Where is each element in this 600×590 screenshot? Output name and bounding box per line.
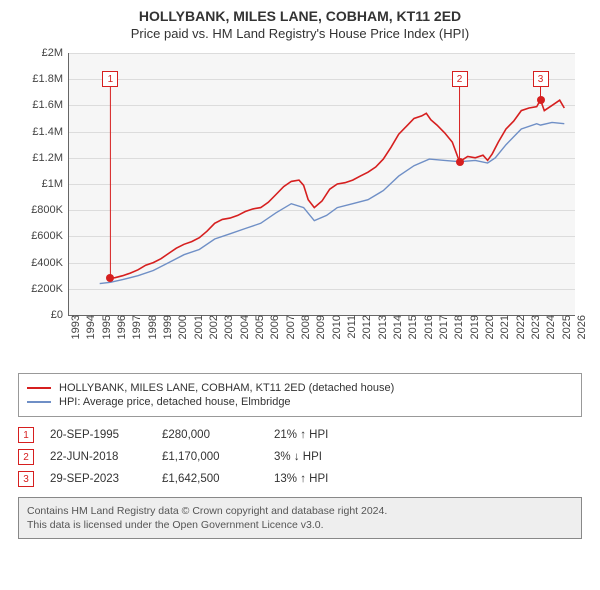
- x-tick-label: 2016: [419, 315, 435, 339]
- legend-swatch: [27, 401, 51, 403]
- x-tick-label: 2001: [189, 315, 205, 339]
- y-tick-label: £400K: [31, 257, 69, 269]
- chart-subtitle: Price paid vs. HM Land Registry's House …: [14, 26, 586, 41]
- sales-price: £1,170,000: [162, 451, 252, 463]
- sales-price: £1,642,500: [162, 473, 252, 485]
- y-tick-label: £200K: [31, 283, 69, 295]
- sales-date: 29-SEP-2023: [50, 473, 140, 485]
- x-tick-label: 2005: [250, 315, 266, 339]
- footer-attribution: Contains HM Land Registry data © Crown c…: [18, 497, 582, 539]
- x-tick-label: 2006: [265, 315, 281, 339]
- y-tick-label: £600K: [31, 230, 69, 242]
- legend-label: HPI: Average price, detached house, Elmb…: [59, 396, 291, 408]
- annotation-label: 3: [533, 71, 549, 87]
- annotation-marker: [537, 96, 545, 104]
- x-tick-label: 1997: [127, 315, 143, 339]
- x-tick-label: 2023: [526, 315, 542, 339]
- sales-index: 3: [18, 471, 34, 487]
- x-tick-label: 1993: [66, 315, 82, 339]
- x-tick-label: 1995: [97, 315, 113, 339]
- sales-table: 1 20-SEP-1995 £280,000 21% ↑ HPI 2 22-JUN-201…: [18, 427, 582, 487]
- x-tick-label: 2004: [235, 315, 251, 339]
- sales-index: 1: [18, 427, 34, 443]
- x-tick-label: 2024: [541, 315, 557, 339]
- legend-swatch: [27, 387, 51, 389]
- x-tick-label: 1998: [143, 315, 159, 339]
- x-tick-label: 2025: [557, 315, 573, 339]
- sales-hpi: 13% ↑ HPI: [274, 473, 364, 485]
- legend-item: HOLLYBANK, MILES LANE, COBHAM, KT11 2ED …: [27, 382, 573, 394]
- plot-area: £0£200K£400K£600K£800K£1M£1.2M£1.4M£1.6M…: [68, 53, 575, 316]
- x-tick-label: 2010: [327, 315, 343, 339]
- annotation-label: 1: [102, 71, 118, 87]
- x-tick-label: 1999: [158, 315, 174, 339]
- sales-date: 22-JUN-2018: [50, 451, 140, 463]
- x-tick-label: 2017: [434, 315, 450, 339]
- x-tick-label: 2015: [403, 315, 419, 339]
- x-tick-label: 2011: [342, 315, 358, 339]
- x-tick-label: 2003: [219, 315, 235, 339]
- series-svg: [69, 53, 575, 315]
- y-tick-label: £2M: [42, 47, 69, 59]
- footer-line-1: Contains HM Land Registry data © Crown c…: [27, 504, 573, 518]
- x-tick-label: 2012: [357, 315, 373, 339]
- footer-line-2: This data is licensed under the Open Gov…: [27, 518, 573, 532]
- annotation-marker: [106, 274, 114, 282]
- sales-hpi: 3% ↓ HPI: [274, 451, 364, 463]
- x-tick-label: 2022: [511, 315, 527, 339]
- x-tick-label: 1996: [112, 315, 128, 339]
- legend-item: HPI: Average price, detached house, Elmb…: [27, 396, 573, 408]
- sales-index: 2: [18, 449, 34, 465]
- y-tick-label: £800K: [31, 204, 69, 216]
- y-tick-label: £1.8M: [32, 73, 69, 85]
- x-tick-label: 2007: [281, 315, 297, 339]
- x-tick-label: 1994: [81, 315, 97, 339]
- annotation-label: 2: [452, 71, 468, 87]
- annotation-marker: [456, 158, 464, 166]
- x-tick-label: 2014: [388, 315, 404, 339]
- sales-date: 20-SEP-1995: [50, 429, 140, 441]
- sales-row: 3 29-SEP-2023 £1,642,500 13% ↑ HPI: [18, 471, 582, 487]
- x-tick-label: 2020: [480, 315, 496, 339]
- series-line: [110, 100, 564, 278]
- x-tick-label: 2009: [311, 315, 327, 339]
- x-tick-label: 2002: [204, 315, 220, 339]
- x-tick-label: 2008: [296, 315, 312, 339]
- x-tick-label: 2018: [449, 315, 465, 339]
- chart-title: HOLLYBANK, MILES LANE, COBHAM, KT11 2ED: [14, 8, 586, 24]
- x-tick-label: 2013: [373, 315, 389, 339]
- legend: HOLLYBANK, MILES LANE, COBHAM, KT11 2ED …: [18, 373, 582, 417]
- x-tick-label: 2021: [495, 315, 511, 339]
- chart: £0£200K£400K£600K£800K£1M£1.2M£1.4M£1.6M…: [22, 47, 578, 367]
- sales-hpi: 21% ↑ HPI: [274, 429, 364, 441]
- sales-row: 2 22-JUN-2018 £1,170,000 3% ↓ HPI: [18, 449, 582, 465]
- y-tick-label: £1.6M: [32, 99, 69, 111]
- x-tick-label: 2019: [465, 315, 481, 339]
- y-tick-label: £1M: [42, 178, 69, 190]
- legend-label: HOLLYBANK, MILES LANE, COBHAM, KT11 2ED …: [59, 382, 394, 394]
- x-tick-label: 2000: [173, 315, 189, 339]
- y-tick-label: £1.4M: [32, 126, 69, 138]
- sales-price: £280,000: [162, 429, 252, 441]
- y-tick-label: £1.2M: [32, 152, 69, 164]
- sales-row: 1 20-SEP-1995 £280,000 21% ↑ HPI: [18, 427, 582, 443]
- x-tick-label: 2026: [572, 315, 588, 339]
- series-line: [100, 122, 565, 283]
